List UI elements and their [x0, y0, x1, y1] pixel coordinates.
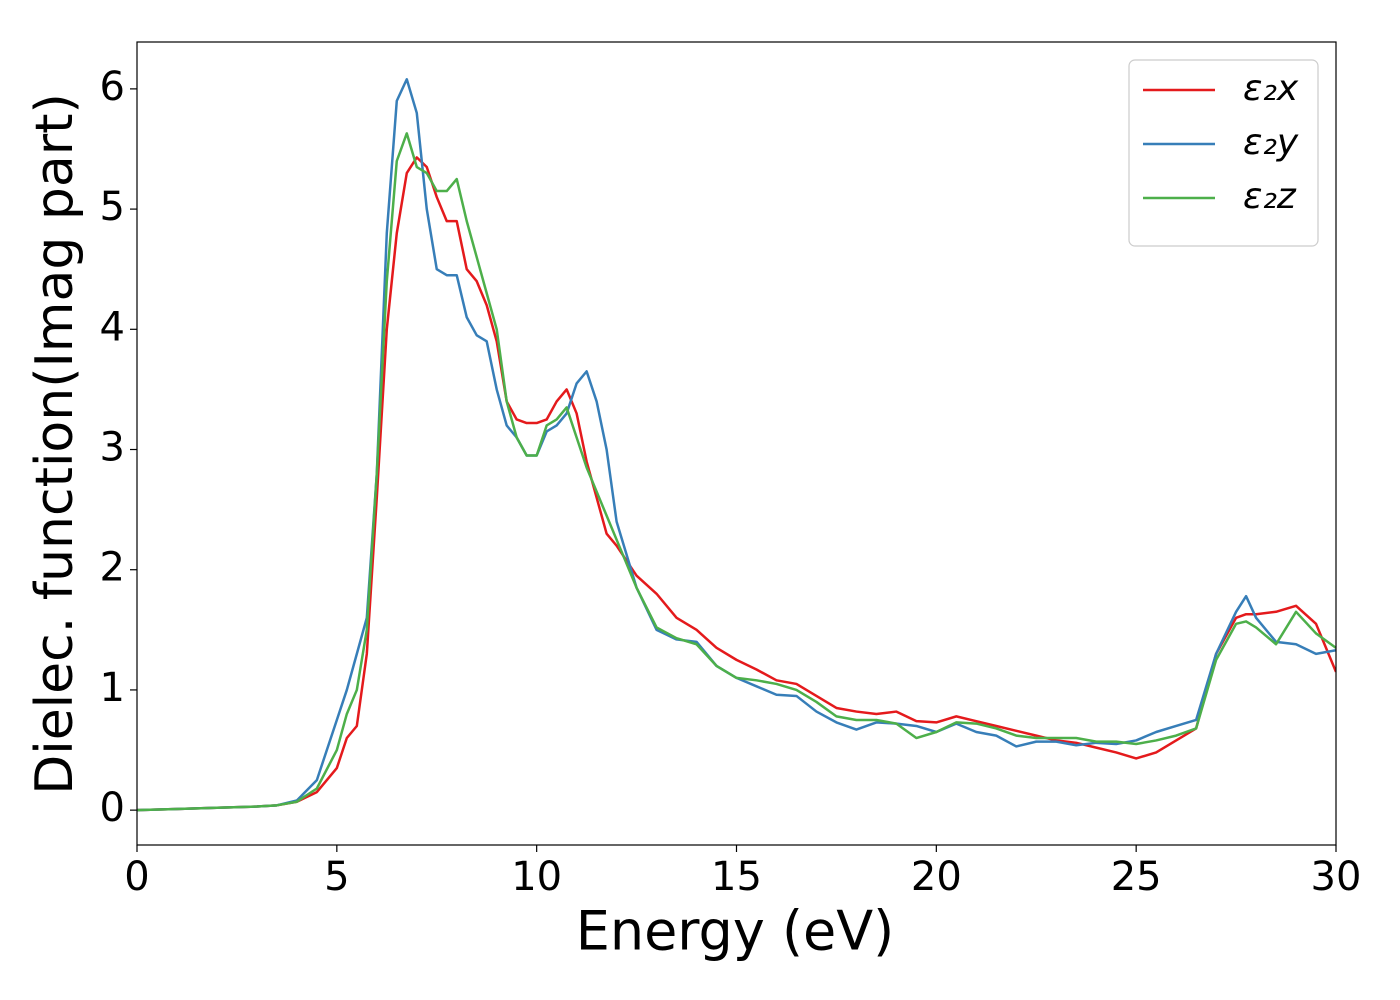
x-tick-label: 15 [711, 854, 762, 900]
y-tick-label: 5 [100, 184, 125, 230]
x-tick-label: 25 [1111, 854, 1162, 900]
legend-label: ε₂x [1243, 68, 1299, 109]
data-line [137, 156, 1336, 812]
y-tick-label: 3 [100, 425, 125, 471]
x-tick-label: 20 [911, 854, 962, 900]
x-tick-label: 5 [324, 854, 349, 900]
y-tick-label: 4 [100, 304, 125, 350]
x-tick-label: 30 [1311, 854, 1362, 900]
y-axis-label: Dielec. function(Imag part) [25, 93, 85, 795]
x-axis-label: Energy (eV) [576, 900, 895, 963]
x-tick-label: 10 [511, 854, 562, 900]
y-tick-label: 2 [100, 545, 125, 591]
legend-label: ε₂z [1243, 176, 1297, 217]
y-tick-label: 1 [100, 665, 125, 711]
x-tick-label: 0 [124, 854, 149, 900]
y-tick-label: 6 [100, 64, 125, 110]
y-tick-label: 0 [100, 785, 125, 831]
data-line [137, 132, 1336, 812]
legend-label: ε₂y [1243, 122, 1299, 163]
legend-box [1128, 59, 1319, 247]
